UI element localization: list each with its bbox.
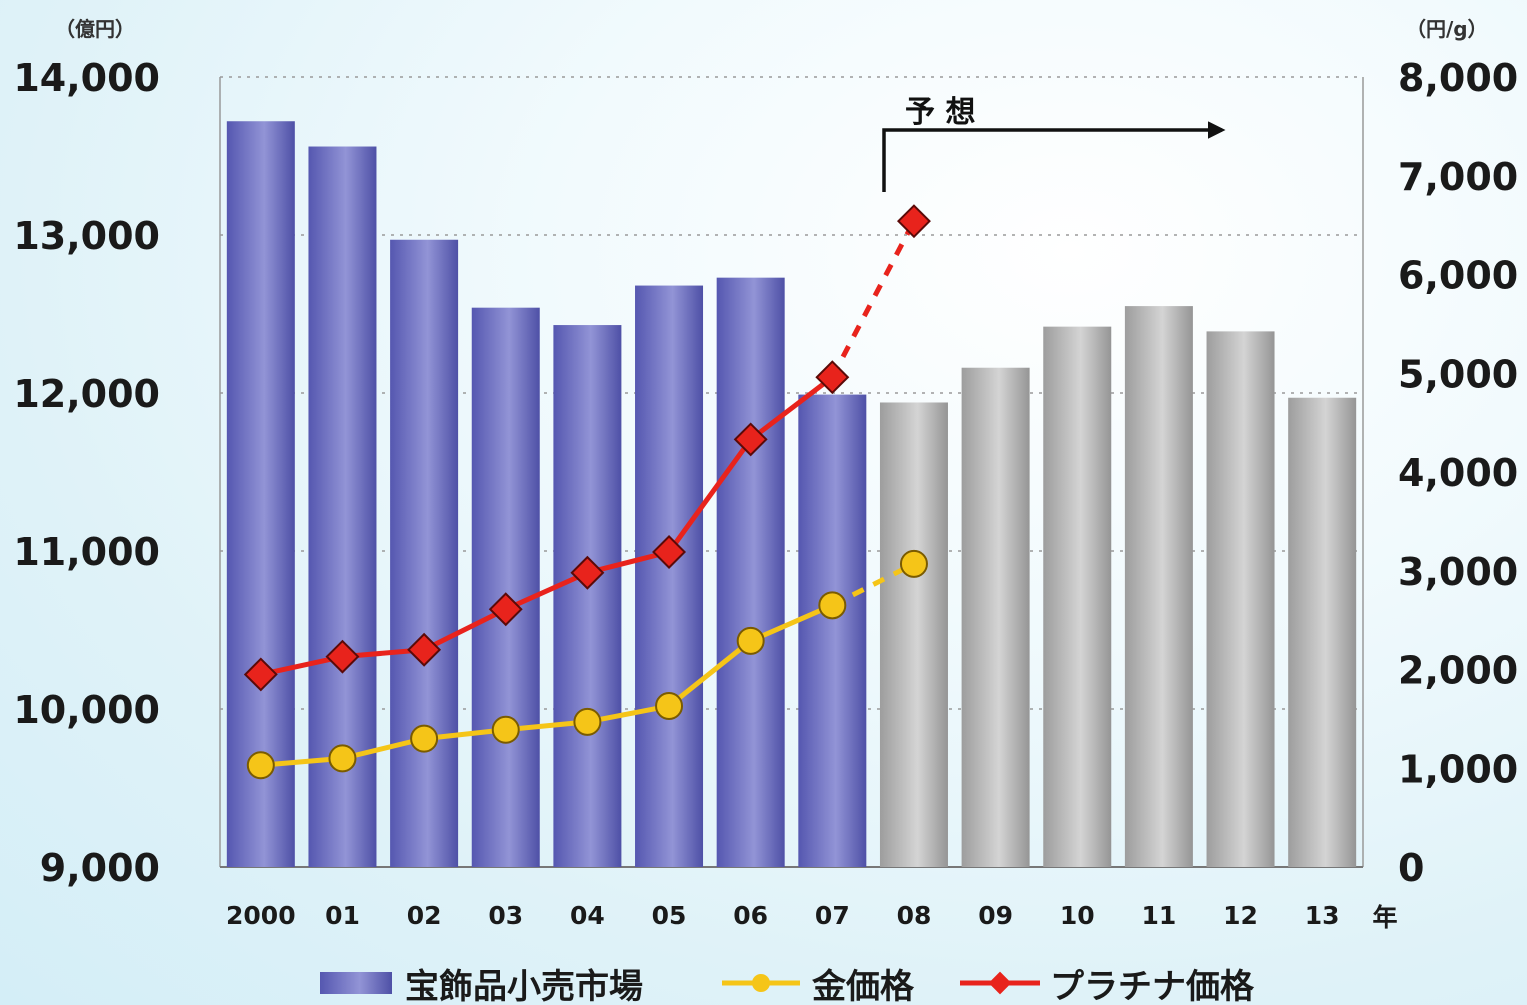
right-axis-tick-label: 4,000 (1398, 451, 1518, 495)
left-axis-tick-label: 12,000 (13, 372, 160, 416)
x-axis-tick-label: 01 (325, 901, 360, 930)
x-axis-tick-label: 09 (978, 901, 1013, 930)
bar (390, 239, 459, 868)
gold-price-point (736, 626, 765, 655)
x-axis-tick-label: 05 (652, 901, 687, 930)
forecast-annotation: 予 想 (882, 95, 1226, 192)
platinum-price-point (407, 632, 442, 667)
right-axis-tick-label: 7,000 (1398, 155, 1518, 199)
left-axis-tick-label: 11,000 (13, 530, 160, 574)
x-axis-tick-label: 06 (733, 901, 768, 930)
legend-swatch-marker (988, 971, 1012, 995)
x-axis-tick-label: 10 (1060, 901, 1095, 930)
bar (1206, 331, 1275, 867)
x-axis-unit: 年 (1372, 903, 1397, 932)
x-axis-tick-label: 11 (1141, 901, 1176, 930)
legend-label: 宝飾品小売市場 (405, 967, 643, 1005)
bar-series (226, 121, 1357, 868)
gold-price-point (328, 744, 357, 773)
legend: 宝飾品小売市場 金価格 プラチナ価格 (320, 967, 1255, 1005)
bar (1043, 326, 1112, 867)
gold-price-point (246, 751, 275, 780)
x-axis-tick-label: 08 (897, 901, 932, 930)
line-series (243, 204, 931, 780)
bar (226, 121, 295, 868)
gold-price-point (655, 692, 684, 721)
left-axis-unit: （億円） (55, 17, 135, 41)
right-axis-unit: （円/g） (1406, 17, 1488, 41)
platinum-price-point (570, 555, 605, 590)
right-axis-tick-label: 1,000 (1398, 747, 1518, 791)
gold-price-point (818, 591, 847, 620)
x-axis-tick-label: 03 (488, 901, 523, 930)
bar (798, 394, 867, 867)
forecast-label: 予 想 (905, 95, 975, 130)
left-axis-tick-label: 9,000 (40, 846, 160, 890)
left-axis-tick-label: 13,000 (13, 214, 160, 258)
platinum-price-forecast-line (830, 220, 917, 379)
right-axis-tick-label: 2,000 (1398, 649, 1518, 693)
right-axis-tick-label: 6,000 (1398, 254, 1518, 298)
axes: 9,000 10,000 11,000 12,000 13,000 14,000 0 1,00… (13, 17, 1518, 932)
gold-price-forecast-line (831, 561, 916, 608)
x-axis-tick-label: 07 (815, 901, 850, 930)
bar (1288, 397, 1357, 867)
platinum-price-point (896, 204, 931, 239)
right-axis-tick-label: 0 (1398, 846, 1424, 890)
bar (879, 402, 948, 867)
x-axis-tick-label: 13 (1305, 901, 1340, 930)
left-axis-tick-label: 14,000 (13, 56, 160, 100)
platinum-price-point (325, 639, 360, 674)
platinum-price-point (815, 360, 850, 395)
legend-label: 金価格 (811, 967, 915, 1005)
bar (716, 277, 785, 867)
legend-label: プラチナ価格 (1050, 967, 1255, 1005)
gold-price-point (899, 549, 928, 578)
x-axis-tick-label: 12 (1223, 901, 1258, 930)
gold-price-point (573, 707, 602, 736)
gold-price-point (491, 715, 520, 744)
platinum-price-point (733, 422, 768, 457)
platinum-price-point (652, 535, 687, 569)
x-axis-tick-label: 02 (407, 901, 442, 930)
left-axis-tick-label: 10,000 (13, 688, 160, 732)
right-axis-tick-label: 8,000 (1398, 56, 1518, 100)
bar (553, 325, 622, 867)
bar (961, 367, 1030, 867)
bar (1124, 306, 1193, 868)
gold-price-point (410, 724, 439, 753)
legend-swatch-marker (752, 974, 770, 992)
bar (471, 307, 540, 867)
legend-swatch-bar (320, 972, 392, 994)
x-axis-tick-label: 2000 (226, 901, 296, 930)
x-axis-tick-label: 04 (570, 901, 605, 930)
platinum-price-point (243, 657, 278, 692)
platinum-price-point (488, 592, 523, 627)
right-axis-tick-label: 3,000 (1398, 550, 1518, 594)
right-axis-tick-label: 5,000 (1398, 352, 1518, 396)
bar (635, 285, 704, 867)
